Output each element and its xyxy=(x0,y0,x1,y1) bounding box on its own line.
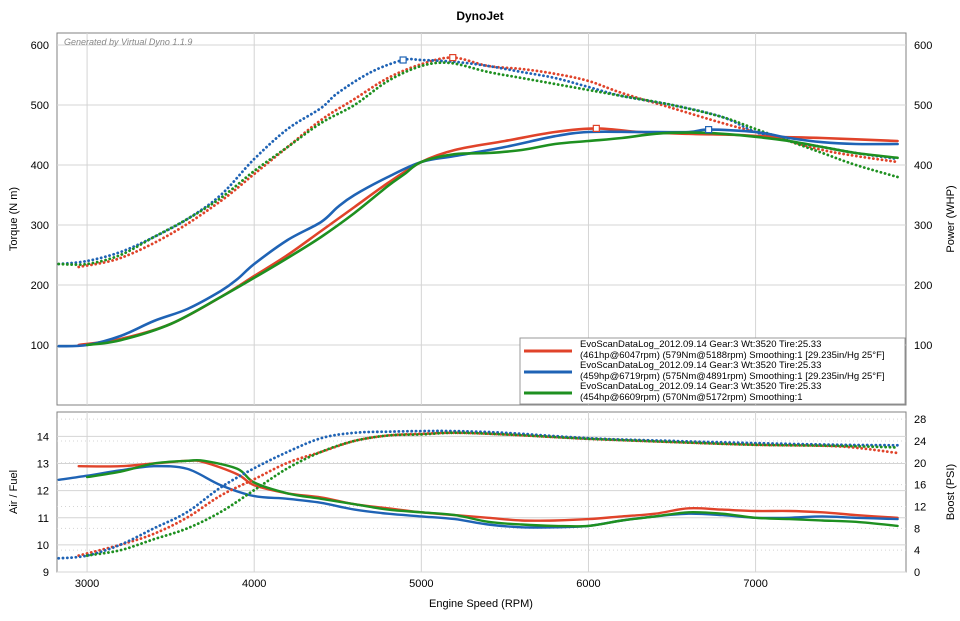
boost-tick-label: 8 xyxy=(914,523,920,535)
afr-tick-label: 9 xyxy=(43,567,49,579)
legend-run1-line1: EvoScanDataLog_2012.09.14 Gear:3 Wt:3520… xyxy=(580,339,821,350)
rpm-tick-label: 4000 xyxy=(242,578,266,590)
afr-boost-panel: 9 10 11 12 13 14 0 4 8 12 16 20 24 28 3000 4000 5000 60… xyxy=(8,411,957,610)
torque-tick-label: 200 xyxy=(31,280,49,292)
rpm-tick-label: 5000 xyxy=(409,578,433,590)
legend-run2-line2: (459hp@6719rpm) (575Nm@4891rpm) Smoothin… xyxy=(580,371,885,382)
boost-tick-label: 4 xyxy=(914,545,920,557)
peak-marker-run2 xyxy=(705,125,713,134)
legend: EvoScanDataLog_2012.09.14 Gear:3 Wt:3520… xyxy=(519,337,906,405)
power-tick-label: 400 xyxy=(914,160,932,172)
boost-curve-run2 xyxy=(57,429,899,560)
rpm-tick-label: 7000 xyxy=(743,578,767,590)
afr-tick-label: 14 xyxy=(37,431,49,443)
rpm-tick-label: 6000 xyxy=(576,578,600,590)
boost-axis-label: Boost (PSI) xyxy=(945,464,957,520)
chart-title: DynoJet xyxy=(456,9,503,23)
boost-tick-label: 20 xyxy=(914,458,926,470)
boost-tick-label: 24 xyxy=(914,436,926,448)
torque-tick-label: 600 xyxy=(31,40,49,52)
power-tick-label: 500 xyxy=(914,100,932,112)
peak-marker-run2 xyxy=(399,56,407,64)
boost-tick-label: 28 xyxy=(914,414,926,426)
power-tick-label: 600 xyxy=(914,40,932,52)
x-axis-label: Engine Speed (RPM) xyxy=(429,598,533,610)
boost-tick-label: 16 xyxy=(914,480,926,492)
power-tick-label: 100 xyxy=(914,340,932,352)
legend-run1-line2: (461hp@6047rpm) (579Nm@5188rpm) Smoothin… xyxy=(580,350,885,361)
torque-tick-label: 100 xyxy=(31,340,49,352)
power-axis-label: Power (WHP) xyxy=(945,185,957,252)
legend-box xyxy=(519,337,906,405)
torque-axis-label: Torque (N m) xyxy=(8,187,20,251)
legend-run3-line1: EvoScanDataLog_2012.09.14 Gear:3 Wt:3520… xyxy=(580,381,821,392)
torque-curve-run3 xyxy=(57,61,899,267)
afr-tick-label: 13 xyxy=(37,459,49,471)
rpm-tick-label: 3000 xyxy=(75,578,99,590)
torque-tick-label: 400 xyxy=(31,160,49,172)
torque-tick-label: 300 xyxy=(31,220,49,232)
afr-tick-label: 11 xyxy=(38,513,49,525)
legend-run2-line1: EvoScanDataLog_2012.09.14 Gear:3 Wt:3520… xyxy=(580,360,821,371)
afr-curve-run1 xyxy=(77,459,899,522)
legend-run3-line2: (454hp@6609rpm) (570Nm@5172rpm) Smoothin… xyxy=(580,392,803,403)
torque-tick-label: 500 xyxy=(31,100,49,112)
power-tick-label: 200 xyxy=(914,280,932,292)
watermark: Generated by Virtual Dyno 1.1.9 xyxy=(64,37,192,47)
peak-marker-run1 xyxy=(449,53,457,62)
afr-tick-label: 12 xyxy=(37,486,49,498)
power-curve-run3 xyxy=(85,131,899,347)
boost-tick-label: 12 xyxy=(914,501,926,513)
afr-tick-label: 10 xyxy=(37,540,49,552)
power-tick-label: 300 xyxy=(914,220,932,232)
boost-curve-run3 xyxy=(85,431,899,557)
afr-curve-run3 xyxy=(85,458,899,528)
peak-marker-run1 xyxy=(592,124,600,133)
power-curve-run2 xyxy=(57,128,899,348)
boost-tick-label: 0 xyxy=(914,567,920,579)
afr-axis-label: Air / Fuel xyxy=(8,470,20,514)
